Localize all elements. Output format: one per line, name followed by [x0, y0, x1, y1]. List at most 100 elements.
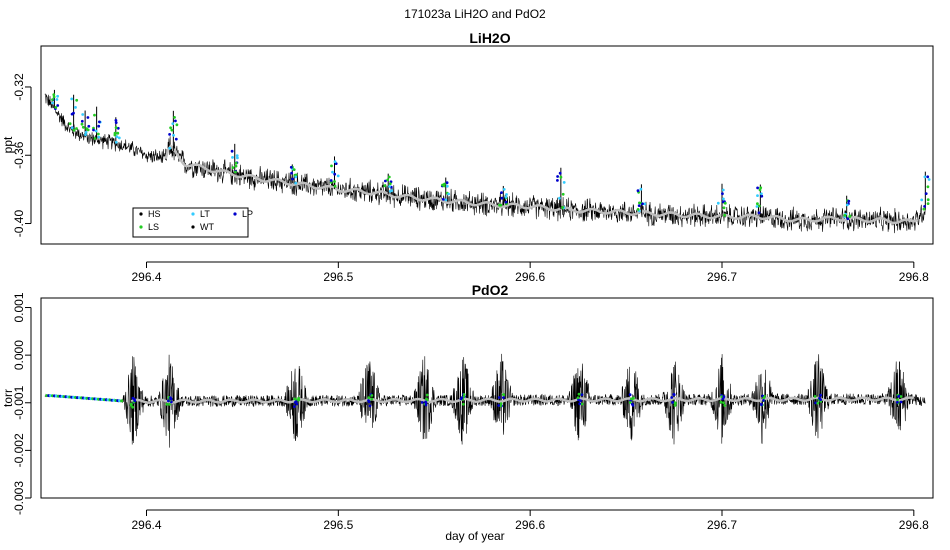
event-point — [97, 132, 100, 136]
event-point — [420, 401, 424, 404]
event-cluster — [498, 185, 508, 207]
event-point — [580, 393, 584, 396]
series-raw-lih2o — [44, 93, 926, 234]
event-point — [462, 402, 465, 406]
event-point — [722, 206, 726, 210]
ylabel-pdo2: torr — [1, 389, 15, 407]
event-point — [70, 112, 74, 116]
event-point — [580, 402, 584, 406]
event-point — [720, 395, 724, 399]
event-point — [167, 399, 170, 403]
event-cluster — [168, 110, 179, 151]
event-cluster — [51, 89, 60, 110]
main-title: 171023a LiH2O and PdO2 — [404, 7, 546, 21]
x-axis-lih2o: 296.4 296.5 296.6 296.7 296.8 — [131, 261, 929, 284]
event-point — [926, 175, 930, 179]
event-point — [899, 400, 903, 404]
event-point — [330, 164, 333, 168]
event-point — [55, 98, 59, 101]
y-tick-label: -0.003 — [12, 481, 26, 515]
event-point — [561, 192, 565, 196]
legend-marker — [191, 212, 195, 216]
legend-box — [132, 207, 249, 238]
event-point — [926, 198, 930, 202]
event-point — [630, 402, 634, 406]
event-point — [923, 175, 927, 179]
event-point — [387, 175, 391, 179]
event-point — [459, 397, 463, 401]
event-point — [441, 197, 445, 201]
event-point — [293, 405, 296, 408]
event-point — [75, 98, 79, 102]
event-point — [556, 179, 559, 182]
event-point — [81, 113, 85, 116]
event-point — [924, 192, 928, 196]
event-point — [846, 217, 850, 221]
event-point — [294, 175, 298, 179]
y-tick-label: -0.36 — [12, 141, 26, 169]
y-axis-lih2o: -0.32 -0.36 -0.40 — [12, 73, 32, 237]
event-point — [234, 170, 237, 174]
event-point — [758, 188, 762, 192]
event-point — [85, 127, 89, 131]
event-point — [922, 207, 926, 211]
event-point — [383, 184, 387, 188]
legend-label: LP — [242, 209, 253, 219]
event-cluster — [556, 167, 566, 210]
x-tick-label: 296.5 — [323, 518, 353, 532]
event-point — [235, 154, 239, 158]
event-point — [293, 397, 297, 401]
event-point — [578, 402, 582, 406]
event-point — [558, 196, 561, 200]
event-cluster — [383, 173, 393, 195]
event-point — [231, 166, 235, 170]
event-point — [56, 94, 59, 98]
event-point — [114, 126, 118, 129]
event-point — [762, 396, 766, 400]
event-point — [673, 404, 677, 407]
plot-area-pdo2 — [44, 353, 926, 448]
event-point — [636, 208, 640, 211]
event-point — [165, 402, 169, 406]
event-point — [93, 113, 96, 117]
event-point — [114, 121, 118, 124]
event-point — [52, 95, 56, 99]
event-point — [920, 198, 924, 202]
event-point — [168, 146, 172, 150]
event-point — [722, 395, 726, 399]
event-point — [759, 402, 763, 406]
event-cluster — [755, 184, 764, 217]
event-point — [97, 135, 101, 139]
event-point — [896, 398, 899, 402]
event-point — [762, 399, 765, 402]
event-point — [756, 186, 759, 190]
plot-frame-pdo2 — [40, 297, 934, 499]
event-point — [98, 120, 101, 124]
event-point — [673, 401, 677, 405]
event-point — [87, 124, 91, 128]
event-point — [759, 186, 763, 190]
x-tick-label: 296.5 — [323, 270, 353, 284]
event-point — [577, 392, 581, 396]
event-cluster — [920, 171, 931, 211]
event-point — [97, 124, 101, 128]
event-point — [926, 185, 930, 189]
x-tick-label: 296.6 — [515, 270, 545, 284]
event-point — [723, 213, 726, 217]
event-point — [84, 133, 87, 137]
event-point — [84, 130, 88, 134]
y-tick-label: -0.32 — [12, 73, 26, 101]
event-point — [755, 205, 759, 208]
panel-title-pdo2: PdO2 — [472, 282, 509, 298]
event-point — [445, 181, 449, 185]
event-point — [384, 179, 387, 183]
event-point — [562, 181, 566, 184]
event-point — [292, 168, 296, 172]
event-point — [757, 211, 761, 215]
event-point — [556, 175, 559, 178]
plot-frame-lih2o — [40, 45, 934, 245]
event-point — [388, 189, 392, 193]
event-point — [926, 202, 930, 206]
event-point — [388, 182, 392, 186]
